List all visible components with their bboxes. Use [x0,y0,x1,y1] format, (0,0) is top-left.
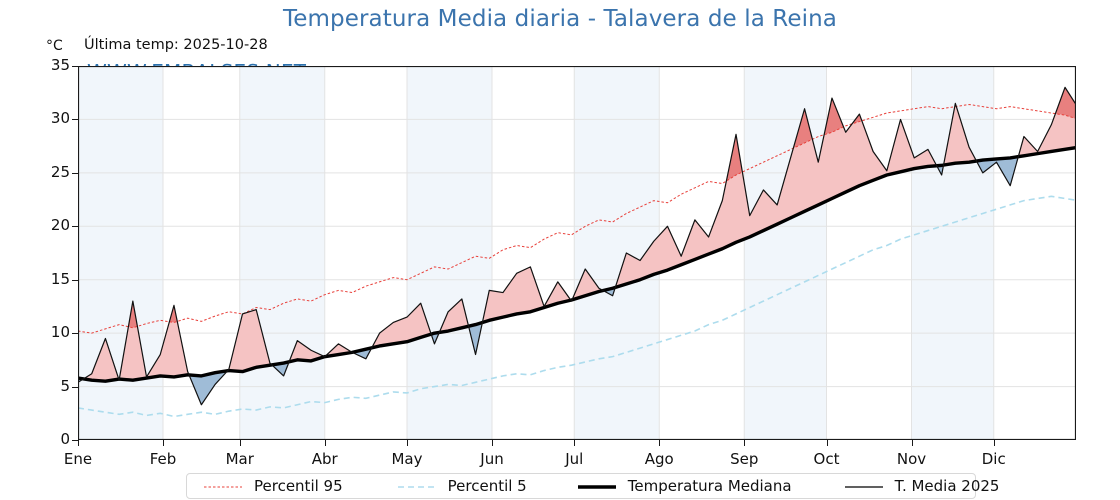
legend-line-icon [577,479,617,493]
y-axis-tickmark [72,279,78,281]
x-axis-tickmark [492,440,493,446]
y-axis-tick-10: 10 [50,323,70,342]
x-axis-tick-may: May [391,450,423,468]
legend-label: T. Media 2025 [894,477,1000,495]
y-axis-tick-0: 0 [60,430,70,448]
x-axis-tick-ago: Ago [644,450,674,468]
legend-label: Temperatura Mediana [627,477,792,495]
x-axis-tick-mar: Mar [225,450,254,468]
legend-item-t-media-2025[interactable]: T. Media 2025 [830,474,1000,498]
y-axis-tick-35: 35 [50,56,70,74]
x-axis-tickmark [407,440,408,446]
legend-line-icon [397,479,437,493]
plot-area [78,66,1076,440]
legend-item-percentil-5[interactable]: Percentil 5 [383,474,527,498]
x-axis-tickmark [324,440,326,446]
y-axis-tick-30: 30 [50,109,70,128]
series-percentil-5 [78,195,1076,418]
x-axis-tick-feb: Feb [149,450,177,468]
x-axis-tick-abr: Abr [311,450,338,468]
legend-line-icon [844,479,884,493]
y-axis-tickmark [72,172,78,174]
x-axis-tick-jul: Jul [565,450,584,468]
last-temp-label: Última temp: 2025-10-28 [84,37,268,53]
x-axis-tickmark [163,440,164,446]
legend-label: Percentil 95 [254,477,343,495]
fill-above-median [83,87,1076,382]
month-bands [78,66,1076,440]
x-axis-tick-dic: Dic [981,450,1006,468]
x-axis-tickmark [239,440,241,446]
x-axis-tick-jun: Jun [480,450,504,468]
y-axis-tickmark [72,119,78,121]
x-axis-tick-ene: Ene [63,450,93,468]
y-axis-tickmark [72,226,78,228]
legend-item-percentil-95[interactable]: Percentil 95 [189,474,343,498]
x-axis-tickmark [993,440,995,446]
x-axis-tick-oct: Oct [813,450,840,468]
legend-item-temperatura-mediana[interactable]: Temperatura Mediana [563,474,792,498]
plot-frame [78,66,1076,440]
series-percentil-95 [78,103,1076,334]
legend-line-icon [203,479,243,493]
series-t-media-2025 [78,86,1076,406]
page-title: Temperatura Media diaria - Talavera de l… [283,6,837,32]
y-axis-tickmark [72,440,78,441]
x-axis-tickmark [826,440,828,446]
y-axis-tick-15: 15 [50,269,70,288]
x-axis-tickmark [659,440,661,446]
y-axis-tickmark [72,333,78,335]
x-axis-tickmark [574,440,576,446]
x-axis-tickmark [911,440,913,446]
y-axis-unit-label: °C [46,38,63,54]
y-axis-tickmark [72,386,78,388]
chart-legend: Percentil 95 Percentil 5 Temperatura Med… [186,473,999,499]
x-axis-tick-nov: Nov [896,450,927,468]
y-axis-tick-25: 25 [50,162,70,181]
x-axis-tickmark [78,440,79,446]
legend-label: Percentil 5 [447,477,527,495]
y-axis-tick-20: 20 [50,216,70,235]
x-axis-tickmark [744,440,746,446]
y-axis-tick-5: 5 [60,376,70,395]
gridlines [78,66,1076,440]
y-axis-tickmark [72,66,78,67]
x-axis-tick-sep: Sep [730,450,759,468]
